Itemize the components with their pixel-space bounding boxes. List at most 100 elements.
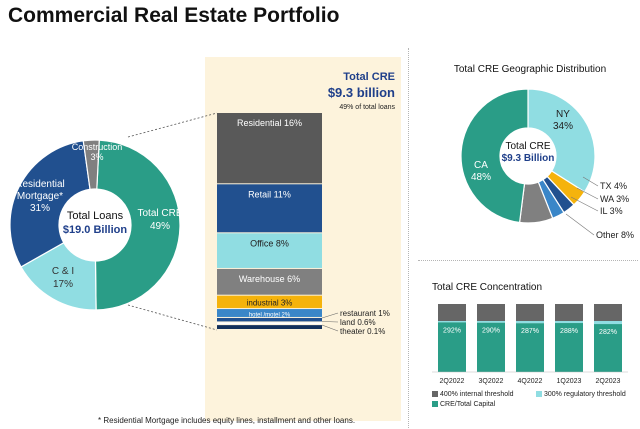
geo-leader-other: [565, 213, 595, 236]
page-title: Commercial Real Estate Portfolio: [8, 4, 340, 27]
total-loans-center-value: $19.0 Billion: [63, 224, 127, 236]
geo-label-tx: TX 4%: [600, 181, 627, 191]
section-divider: [408, 48, 409, 428]
geo-label-il: IL 3%: [600, 206, 623, 216]
cre-bar-label-industrial-3: industrial 3%: [247, 298, 293, 307]
slice-value-total-cre: 49%: [150, 221, 170, 232]
legend-label-regulatory: 300% regulatory threshold: [544, 391, 626, 398]
conc-bar-internal-4q2022: [516, 304, 544, 321]
cre-bar-segment-special-use-1: [217, 325, 322, 329]
geographic-donut-chart: [460, 88, 596, 224]
conc-value-label-2q2023: 282%: [599, 329, 617, 336]
geo-center-label: Total CRE: [505, 141, 550, 152]
conc-value-label-3q2022: 290%: [482, 328, 500, 335]
cre-bar-label-residential-16: Residential 16%: [237, 118, 302, 128]
geo-title: Total CRE Geographic Distribution: [454, 64, 606, 75]
conc-bar-regulatory-2q2022: [438, 321, 466, 323]
cre-bar-segment-theater-0-1: [217, 325, 322, 326]
geo-labels: Total CRE $9.3 Billion NY 34% CA 48% TX …: [471, 109, 634, 240]
connector-bottom: [127, 304, 218, 331]
cre-bar-label-retail-11: Retail 11%: [248, 189, 291, 199]
geo-value-ny: 34%: [553, 121, 573, 132]
conc-category-label-4q2022: 4Q2022: [518, 378, 543, 385]
conc-bar-regulatory-3q2022: [477, 321, 505, 323]
geo-center-value: $9.3 Billion: [502, 153, 555, 164]
total-loans-donut-chart: [9, 139, 181, 311]
cre-value: $9.3 billion: [328, 85, 395, 100]
geo-leader-tx: [582, 176, 599, 187]
legend-internal: 400% internal threshold: [432, 391, 514, 398]
cre-title: Total CRE: [343, 71, 395, 83]
cre-bar-segment-restaurant-1: [217, 317, 322, 322]
legend-swatch-internal: [432, 391, 438, 398]
legend-regulatory: 300% regulatory threshold: [536, 391, 626, 398]
geo-label-wa: WA 3%: [600, 194, 629, 204]
geo-value-ca: 48%: [471, 172, 491, 183]
cre-callouts: restaurant 1%land 0.6%theater 0.1%: [321, 309, 390, 336]
connector-top: [127, 112, 218, 138]
conc-bar-cre-2q2023: [594, 324, 622, 372]
slice-value-construction: 3%: [90, 152, 103, 162]
footnote: * Residential Mortgage includes equity l…: [98, 416, 356, 425]
total-loans-donut-hole: [59, 189, 131, 261]
conc-value-label-1q2023: 288%: [560, 328, 578, 335]
conc-bar-internal-2q2022: [438, 304, 466, 321]
cre-callout-label-theater-0-1: theater 0.1%: [340, 327, 385, 336]
conc-bar-cre-2q2022: [438, 322, 466, 372]
legend-label-cre-capital: CRE/Total Capital: [440, 401, 496, 408]
concentration-bar-chart: 292% 2Q2022 290% 3Q2022 287% 4Q2022 288% 1Q2023…: [432, 304, 628, 385]
section-divider-horizontal: [418, 260, 638, 261]
geo-leader-il: [570, 196, 599, 212]
slice-label-residential-mortgage-1: Residential: [15, 179, 64, 190]
cre-bar-segment-residential-16: [217, 113, 322, 184]
conc-category-label-2q2022: 2Q2022: [440, 378, 465, 385]
conc-category-label-3q2022: 3Q2022: [479, 378, 504, 385]
legend-swatch-regulatory: [536, 391, 542, 398]
geo-label-ny: NY: [556, 109, 570, 120]
slice-label-construction: Construction: [72, 142, 123, 152]
slice-label-c-and-i: C & I: [52, 266, 74, 277]
cre-stacked-bar: Residential 16% Retail 11% Office 8% Wareho…: [217, 113, 322, 329]
conc-value-label-4q2022: 287%: [521, 328, 539, 335]
cre-bar-label-warehouse-6: Warehouse 6%: [239, 274, 300, 284]
conc-bar-cre-3q2022: [477, 322, 505, 372]
slice-label-total-cre: Total CRE: [137, 208, 182, 219]
cre-bar-segment-office-8: [217, 233, 322, 268]
conc-category-label-1q2023: 1Q2023: [557, 378, 582, 385]
cre-bar-label-office-8: Office 8%: [250, 238, 289, 248]
conc-bar-regulatory-1q2023: [555, 321, 583, 324]
legend-label-internal: 400% internal threshold: [440, 391, 514, 398]
conc-bar-regulatory-4q2022: [516, 321, 544, 324]
cre-callout-line-restaurant-1: [321, 312, 339, 319]
total-loans-labels: Total Loans $19.0 Billion Total CRE 49% …: [15, 142, 183, 290]
total-loans-center-label: Total Loans: [67, 210, 124, 222]
cre-bar-segment-warehouse-6: [217, 268, 322, 295]
conc-bar-internal-3q2022: [477, 304, 505, 321]
geo-donut-hole: [500, 128, 556, 184]
cre-bar-segment-land-0-6: [217, 322, 322, 325]
slice-value-c-and-i: 17%: [53, 279, 73, 290]
slice-label-residential-mortgage-2: Mortgage*: [17, 191, 63, 202]
cre-bar-segment-industrial-3: [217, 295, 322, 309]
slice-value-residential-mortgage: 31%: [30, 203, 50, 214]
geo-label-ca: CA: [474, 160, 488, 171]
legend-swatch-cre-capital: [432, 401, 438, 408]
conc-bar-internal-2q2023: [594, 304, 622, 321]
concentration-title: Total CRE Concentration: [432, 282, 542, 293]
conc-bar-cre-4q2022: [516, 323, 544, 372]
geo-label-other: Other 8%: [596, 230, 634, 240]
conc-category-label-2q2023: 2Q2023: [596, 378, 621, 385]
cre-callout-line-theater-0-1: [321, 324, 339, 332]
conc-bar-regulatory-2q2023: [594, 321, 622, 325]
conc-bar-cre-1q2023: [555, 323, 583, 372]
geo-leader-wa: [576, 187, 599, 200]
cre-bar-segment-retail-11: [217, 184, 322, 233]
cre-bar-label-hotel-motel-2: hotel /motel 2%: [249, 313, 291, 319]
cre-subtitle: 49% of total loans: [339, 104, 395, 111]
cre-bar-segment-hotel-motel-2: [217, 309, 322, 317]
conc-bar-internal-1q2023: [555, 304, 583, 321]
conc-value-label-2q2022: 292%: [443, 327, 461, 334]
cre-callout-label-restaurant-1: restaurant 1%: [340, 309, 390, 318]
legend-cre-capital: CRE/Total Capital: [432, 401, 495, 408]
